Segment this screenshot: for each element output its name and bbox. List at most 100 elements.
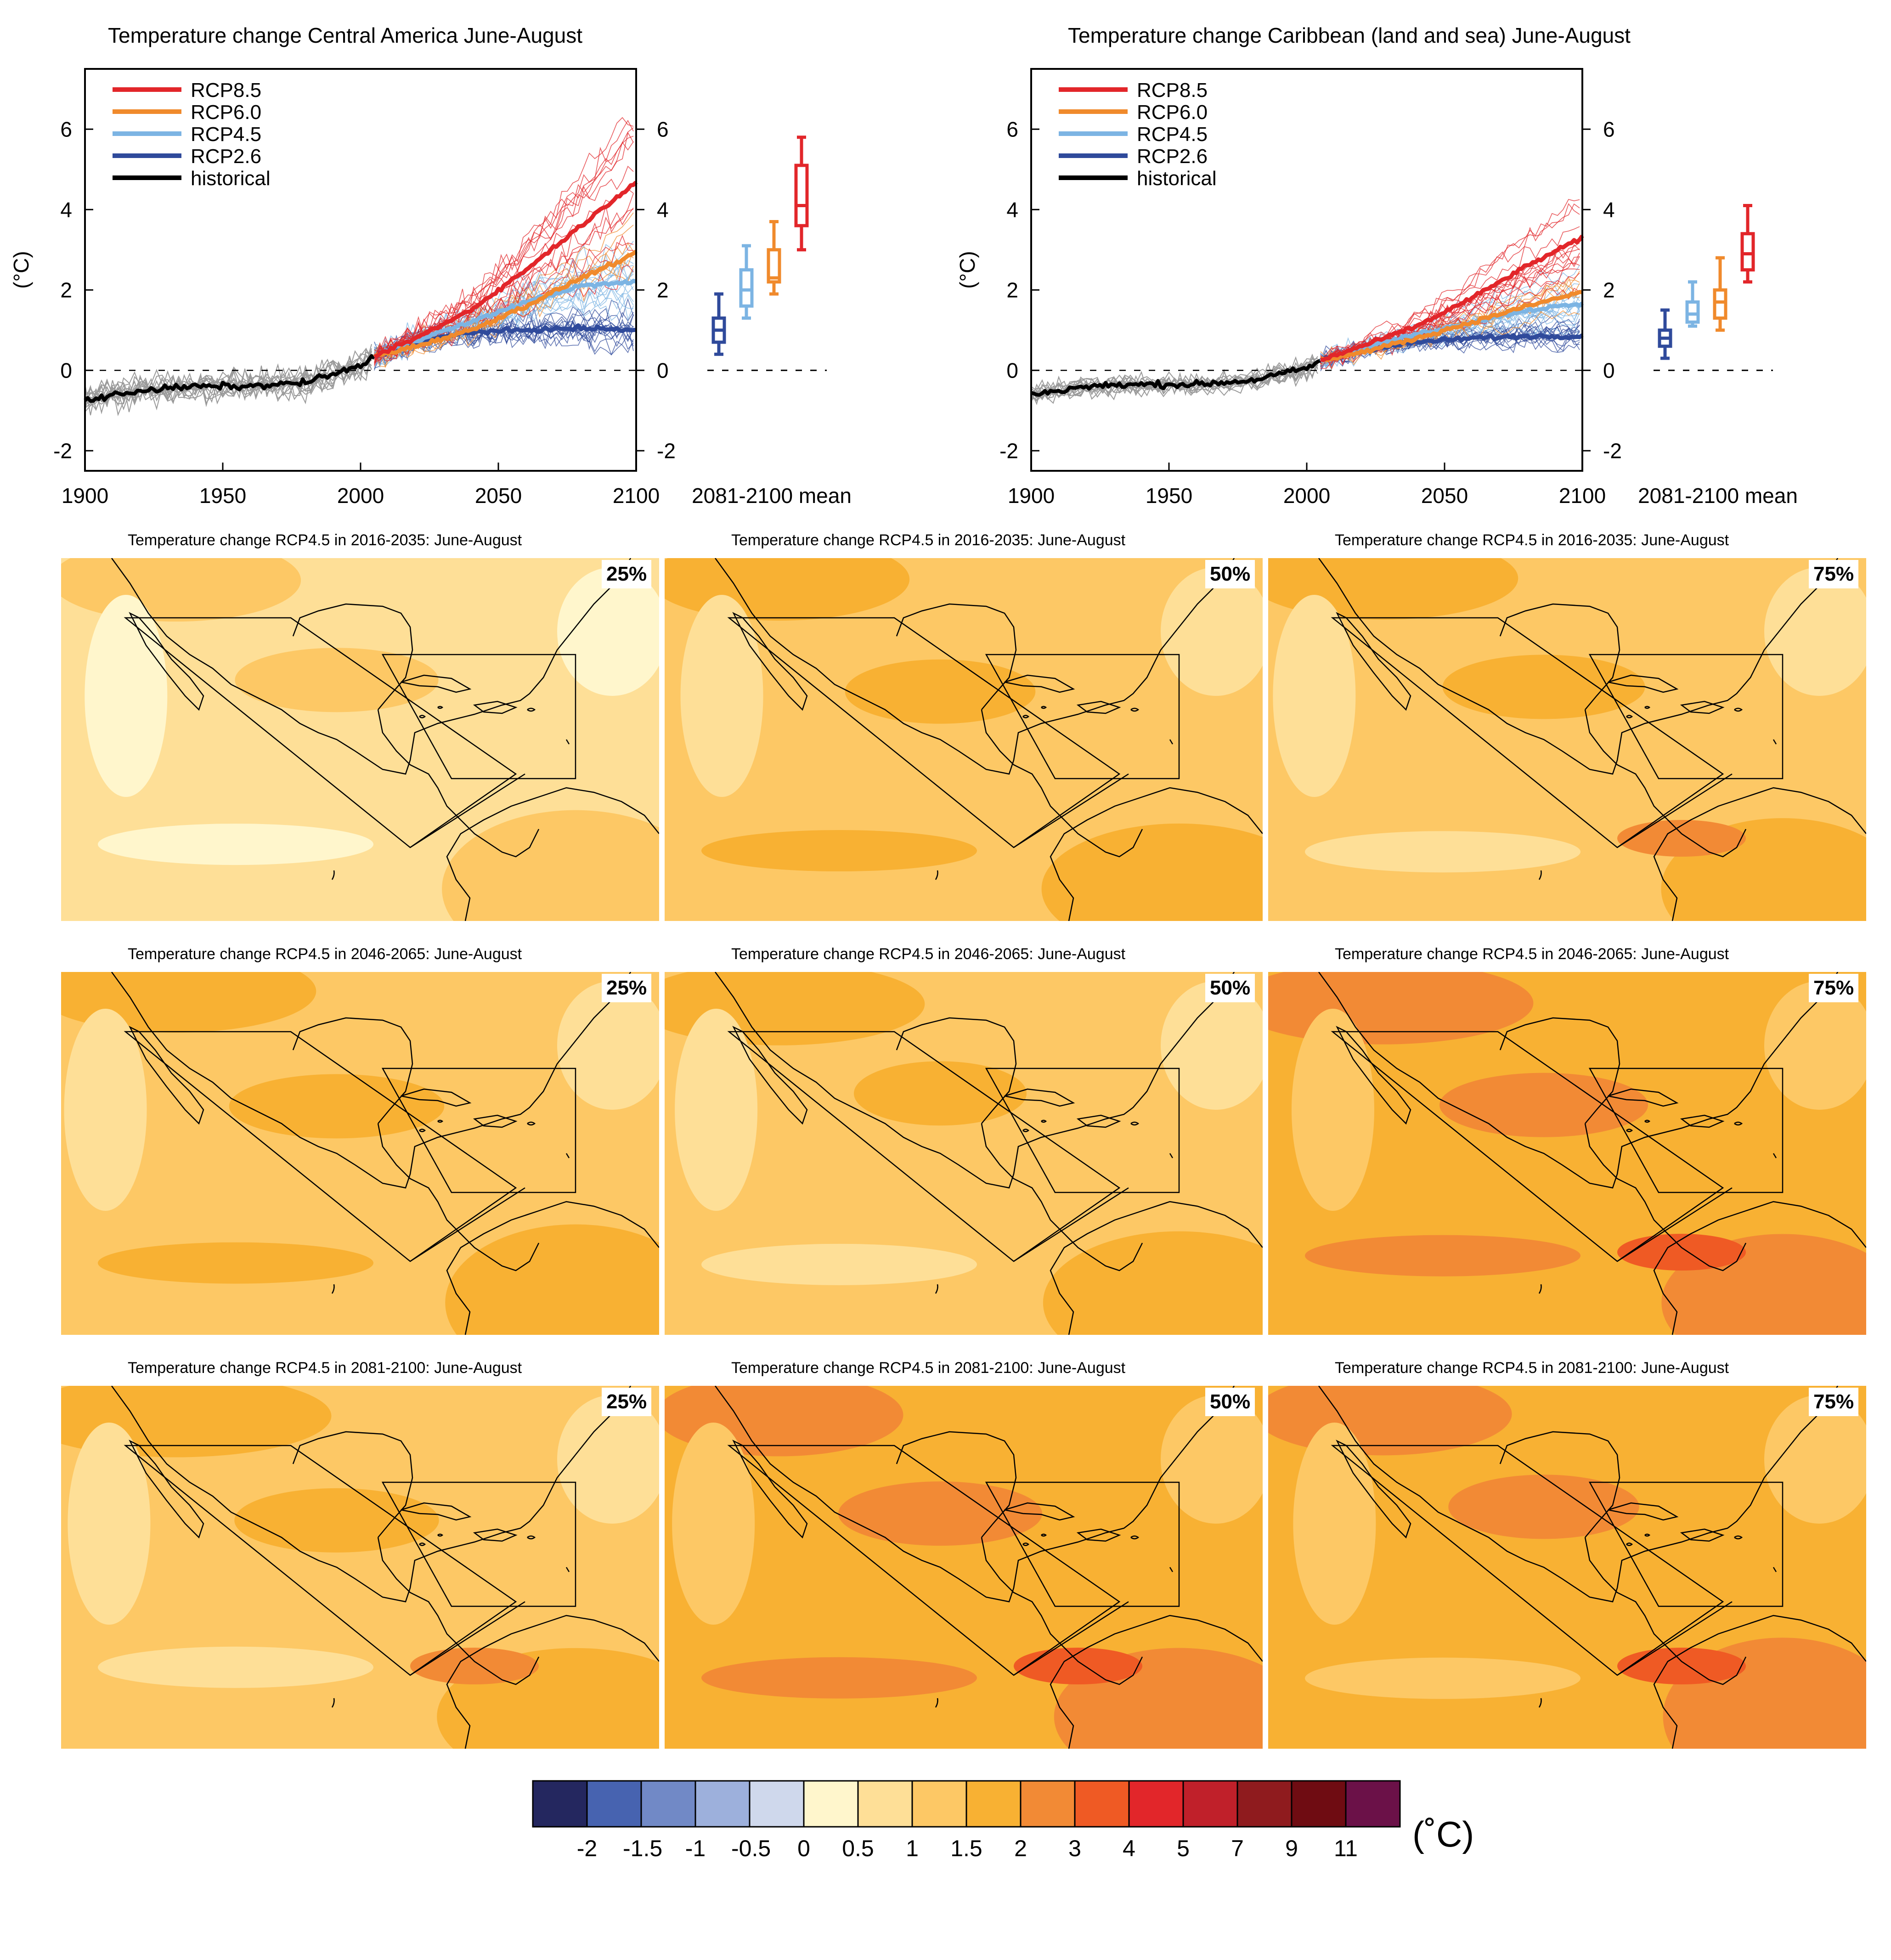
y-tick-label-right: 4 bbox=[1603, 198, 1615, 221]
contour-region-west bbox=[1293, 1423, 1376, 1625]
region-box-caribbean bbox=[381, 1481, 576, 1607]
x-tick-label: 2100 bbox=[613, 484, 660, 508]
small-islands bbox=[419, 1119, 570, 1158]
island-outline bbox=[1608, 1088, 1679, 1107]
y-tick-label-right: 4 bbox=[657, 198, 669, 221]
coastline bbox=[111, 1386, 632, 1603]
y-tick-label: 6 bbox=[60, 117, 72, 141]
colorbar-swatch bbox=[1236, 1780, 1293, 1828]
contour-region-atlantic bbox=[1161, 567, 1263, 696]
map-title: Temperature change RCP4.5 in 2081-2100: … bbox=[128, 1359, 522, 1377]
coastline bbox=[896, 1017, 1017, 1124]
y-tick-label: 2 bbox=[1006, 278, 1018, 302]
y-tick-label: -2 bbox=[53, 439, 72, 463]
colorbar-tick-label: 3 bbox=[1068, 1836, 1081, 1861]
contour-region-atlantic bbox=[1161, 1395, 1263, 1524]
y-tick-label: 4 bbox=[60, 198, 72, 221]
map-title: Temperature change RCP4.5 in 2016-2035: … bbox=[731, 531, 1126, 549]
island-outline bbox=[331, 870, 335, 880]
island-outline bbox=[1076, 700, 1121, 714]
series-historical-mean-line bbox=[1030, 359, 1321, 397]
colorbar-swatch bbox=[694, 1780, 751, 1828]
contour-band-pacific bbox=[701, 830, 977, 872]
contour-region-mexico bbox=[853, 1061, 1027, 1126]
contour-region-mexico bbox=[1442, 655, 1645, 719]
legend-label: RCP8.5 bbox=[1137, 79, 1208, 102]
coastline bbox=[1499, 1017, 1620, 1124]
y-tick-label-right: 2 bbox=[657, 278, 669, 302]
region-box-central-america bbox=[727, 1445, 1121, 1676]
legend-label: historical bbox=[1137, 167, 1217, 190]
plot-frame bbox=[1030, 68, 1583, 472]
contour-region-mexico bbox=[229, 1074, 445, 1139]
legend-label: RCP6.0 bbox=[1137, 101, 1208, 124]
contour-region-south-america bbox=[442, 810, 659, 921]
island-outline bbox=[1004, 674, 1075, 693]
colorbar-swatch bbox=[1182, 1780, 1238, 1828]
percentile-label: 25% bbox=[602, 1388, 652, 1416]
region-box-edge bbox=[1013, 1187, 1129, 1262]
historical-member-line bbox=[85, 348, 372, 411]
colorbar-tick-label: -1.5 bbox=[623, 1836, 663, 1861]
contour-region-mexico bbox=[1448, 1474, 1639, 1539]
series-rcp45-mean-line bbox=[373, 278, 637, 358]
island-outline bbox=[401, 674, 472, 693]
contour-region-atlantic bbox=[557, 981, 659, 1110]
y-tick-label: 6 bbox=[1006, 117, 1018, 141]
contour-region-atlantic bbox=[1161, 981, 1263, 1110]
contour-region-atlantic bbox=[557, 1395, 659, 1524]
y-tick-label-right: 6 bbox=[657, 117, 669, 141]
percentile-label: 25% bbox=[602, 560, 652, 588]
coastline bbox=[1318, 1386, 1839, 1603]
coastline bbox=[446, 1615, 659, 1749]
percentile-label: 50% bbox=[1205, 560, 1255, 588]
island-outline bbox=[473, 1114, 518, 1128]
island-outline bbox=[1336, 1026, 1411, 1125]
colorbar-tick-label: -2 bbox=[576, 1836, 598, 1861]
island-outline bbox=[401, 1088, 472, 1107]
contour-region-west bbox=[680, 595, 763, 797]
series-rcp60-mean-line bbox=[373, 249, 638, 359]
series-rcp60-mean-line bbox=[1320, 290, 1583, 362]
contour-region-atlantic bbox=[1764, 1395, 1866, 1524]
coastline bbox=[896, 603, 1017, 710]
legend-label: RCP2.6 bbox=[191, 145, 261, 168]
box-rcp45 bbox=[739, 244, 754, 320]
small-islands bbox=[1626, 706, 1777, 745]
region-box-caribbean bbox=[1588, 1068, 1784, 1193]
y-axis-label: (°C) bbox=[9, 251, 33, 288]
map-panel-r2-75pct bbox=[1268, 972, 1866, 1335]
x-tick-label: 1950 bbox=[1146, 484, 1192, 508]
legend-label: RCP6.0 bbox=[191, 101, 261, 124]
region-box-edge bbox=[1617, 1601, 1733, 1676]
map-title: Temperature change RCP4.5 in 2016-2035: … bbox=[1335, 531, 1729, 549]
y-tick-label: -2 bbox=[999, 439, 1018, 463]
colorbar-tick-label: 2 bbox=[1014, 1836, 1027, 1861]
x-tick-label: 2050 bbox=[1421, 484, 1468, 508]
colorbar-unit: (˚C) bbox=[1412, 1814, 1474, 1854]
contour-hotspot bbox=[410, 1648, 539, 1684]
island-outline bbox=[1076, 1114, 1121, 1128]
coastline bbox=[1584, 1537, 1747, 1685]
island-outline bbox=[732, 612, 808, 711]
small-islands bbox=[1626, 1119, 1777, 1158]
coastline bbox=[1584, 709, 1747, 858]
x-tick-label: 2100 bbox=[1559, 484, 1606, 508]
coastline bbox=[981, 1123, 1143, 1271]
y-tick-label-right: -2 bbox=[657, 439, 676, 463]
region-box-central-america bbox=[124, 1445, 517, 1676]
contour-hotspot bbox=[1617, 820, 1746, 857]
island-outline bbox=[129, 1440, 204, 1539]
x-tick-label: 1900 bbox=[1008, 484, 1055, 508]
region-box-caribbean bbox=[1588, 1481, 1784, 1607]
island-outline bbox=[935, 1284, 938, 1294]
series-rcp85-mean-line bbox=[373, 181, 638, 359]
coastline bbox=[292, 603, 413, 710]
colorbar-tick-label: 1.5 bbox=[950, 1836, 982, 1861]
box-axis-label: 2081-2100 mean bbox=[1638, 484, 1798, 508]
island-outline bbox=[129, 1026, 204, 1125]
region-box-central-america bbox=[1331, 617, 1724, 848]
y-tick-label: 0 bbox=[1006, 358, 1018, 382]
map-panel-r1-75pct bbox=[1268, 558, 1866, 921]
small-islands bbox=[419, 1533, 570, 1572]
